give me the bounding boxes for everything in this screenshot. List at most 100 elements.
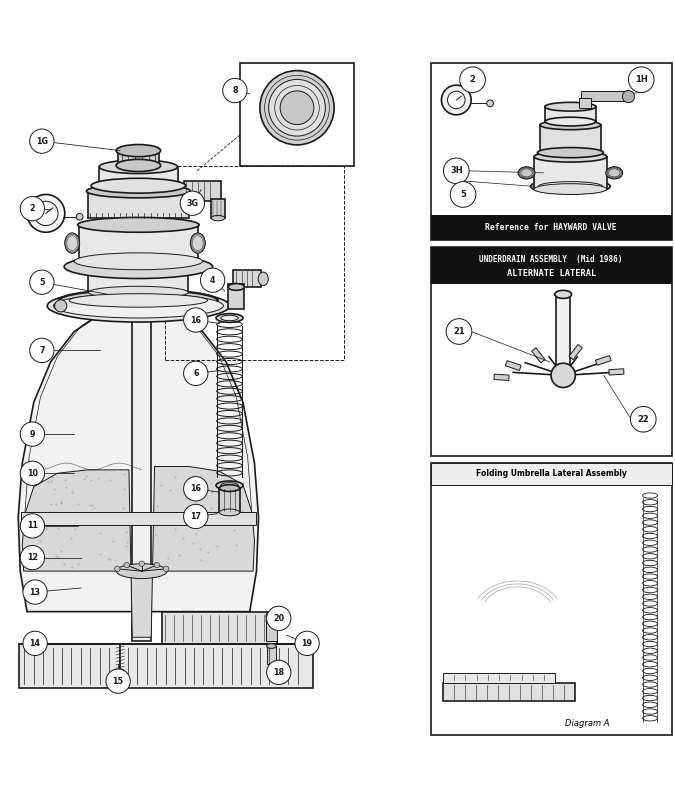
Ellipse shape <box>545 102 596 111</box>
Circle shape <box>184 308 208 332</box>
Ellipse shape <box>116 144 161 156</box>
Circle shape <box>115 566 120 571</box>
Circle shape <box>124 563 130 568</box>
Ellipse shape <box>219 509 240 516</box>
Circle shape <box>441 85 471 115</box>
Text: 5: 5 <box>39 278 45 286</box>
Bar <box>219 488 240 512</box>
Text: 3G: 3G <box>186 199 198 207</box>
Text: Diagram A: Diagram A <box>565 718 610 728</box>
Text: 14: 14 <box>30 639 40 648</box>
Circle shape <box>76 213 83 220</box>
Bar <box>267 646 276 664</box>
Bar <box>431 463 672 735</box>
Ellipse shape <box>88 286 188 298</box>
Circle shape <box>20 546 45 570</box>
Ellipse shape <box>59 290 217 311</box>
Text: 22: 22 <box>637 415 649 424</box>
Bar <box>431 63 672 240</box>
Bar <box>431 247 672 456</box>
Ellipse shape <box>537 148 603 158</box>
Bar <box>595 356 611 365</box>
Bar <box>431 463 672 484</box>
Bar <box>534 156 607 189</box>
Circle shape <box>630 406 656 432</box>
Circle shape <box>27 195 65 232</box>
Circle shape <box>139 561 144 567</box>
Ellipse shape <box>518 167 535 179</box>
Text: 15: 15 <box>113 677 124 685</box>
Ellipse shape <box>65 233 80 253</box>
Ellipse shape <box>78 217 199 232</box>
Polygon shape <box>22 467 254 638</box>
Circle shape <box>30 270 54 294</box>
Bar <box>184 181 221 201</box>
Bar <box>443 682 575 701</box>
Text: 11: 11 <box>27 521 38 531</box>
Bar <box>21 512 256 525</box>
Text: 1G: 1G <box>36 136 48 146</box>
Circle shape <box>20 422 45 446</box>
Text: UNDERDRAIN ASSEMBLY  (Mid 1986): UNDERDRAIN ASSEMBLY (Mid 1986) <box>479 255 623 263</box>
Polygon shape <box>18 308 259 611</box>
Circle shape <box>20 514 45 538</box>
Bar <box>532 348 545 363</box>
Ellipse shape <box>69 294 208 307</box>
Bar <box>211 200 225 218</box>
Text: 6: 6 <box>193 369 198 377</box>
Circle shape <box>267 606 291 630</box>
Text: 2: 2 <box>470 75 475 85</box>
Ellipse shape <box>132 260 152 267</box>
Ellipse shape <box>86 184 190 198</box>
Circle shape <box>267 660 291 685</box>
Circle shape <box>20 196 45 221</box>
Text: 4: 4 <box>210 275 215 285</box>
Text: 7: 7 <box>39 346 45 355</box>
Ellipse shape <box>116 669 124 673</box>
Bar <box>99 167 178 186</box>
Bar <box>443 673 556 682</box>
Circle shape <box>189 512 202 525</box>
Text: 16: 16 <box>190 315 201 325</box>
Circle shape <box>223 78 247 103</box>
Bar <box>545 107 596 121</box>
Bar <box>431 215 672 240</box>
Bar <box>19 644 313 688</box>
Circle shape <box>487 100 493 107</box>
Circle shape <box>184 504 208 528</box>
Circle shape <box>106 669 130 693</box>
Ellipse shape <box>531 179 610 194</box>
Bar <box>165 166 344 360</box>
Text: 5: 5 <box>460 190 466 199</box>
Circle shape <box>266 611 277 622</box>
Ellipse shape <box>47 290 230 322</box>
Bar <box>233 270 261 287</box>
Circle shape <box>34 201 58 226</box>
Circle shape <box>446 318 472 344</box>
Text: 12: 12 <box>27 553 38 562</box>
Circle shape <box>269 79 325 136</box>
Text: 3H: 3H <box>450 166 462 176</box>
Ellipse shape <box>53 294 223 318</box>
Ellipse shape <box>216 481 243 490</box>
Text: Reference for HAYWARD VALVE: Reference for HAYWARD VALVE <box>485 223 617 232</box>
Bar <box>88 267 188 292</box>
Ellipse shape <box>216 314 243 322</box>
Text: 18: 18 <box>273 668 284 677</box>
Circle shape <box>551 363 575 388</box>
Ellipse shape <box>555 290 572 298</box>
Bar <box>609 369 624 375</box>
Circle shape <box>260 70 334 145</box>
Text: 20: 20 <box>273 614 284 623</box>
Ellipse shape <box>211 215 225 221</box>
Ellipse shape <box>221 315 238 321</box>
Ellipse shape <box>91 178 186 193</box>
Bar <box>431 247 672 284</box>
Bar <box>578 98 591 108</box>
Circle shape <box>295 631 319 655</box>
Ellipse shape <box>606 167 623 179</box>
Circle shape <box>154 563 159 568</box>
Circle shape <box>30 338 54 362</box>
Text: 10: 10 <box>27 468 38 478</box>
Ellipse shape <box>534 184 607 195</box>
